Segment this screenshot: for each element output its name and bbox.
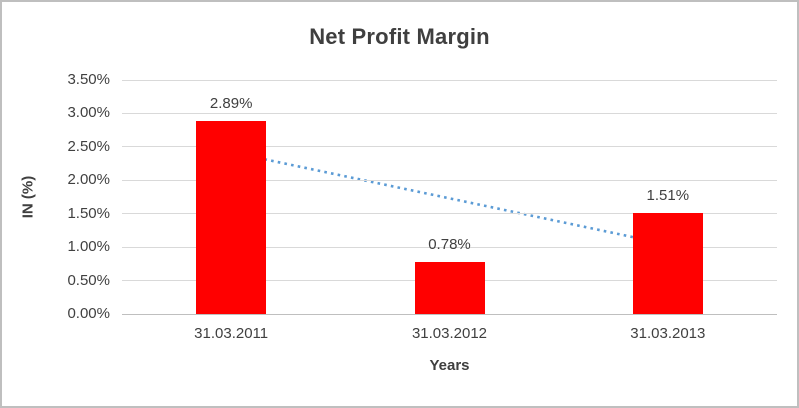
gridline: [122, 179, 777, 181]
y-tick-label: 3.00%: [67, 104, 110, 122]
gridline: [122, 213, 777, 215]
y-tick-label: 2.50%: [67, 137, 110, 155]
data-label: 0.78%: [428, 235, 471, 253]
trendline: [230, 150, 669, 246]
y-tick-label: 0.00%: [67, 305, 110, 322]
gridline: [122, 79, 777, 81]
x-axis-title: Years: [429, 357, 470, 374]
y-tick-label: 1.50%: [67, 204, 110, 222]
y-tick-label: 2.00%: [67, 171, 110, 189]
y-tick-label: 1.00%: [67, 238, 110, 256]
gridline: [122, 146, 777, 148]
chart-title: Net Profit Margin: [309, 24, 490, 49]
bar-31.03.2013: [632, 213, 703, 314]
data-label: 2.89%: [209, 94, 253, 112]
y-tick-label: 0.50%: [67, 271, 110, 289]
y-tick-label: 3.50%: [67, 71, 110, 88]
x-tick-label: 31.03.2013: [630, 325, 706, 342]
x-tick-label: 31.03.2011: [194, 325, 269, 342]
bar-31.03.2012: [414, 261, 485, 314]
gridline: [122, 112, 777, 114]
gridline: [122, 246, 777, 248]
x-tick-label: 31.03.2012: [411, 325, 488, 342]
data-label: 1.51%: [646, 187, 690, 205]
bar-31.03.2011: [196, 120, 267, 314]
x-axis-line: [122, 313, 777, 315]
